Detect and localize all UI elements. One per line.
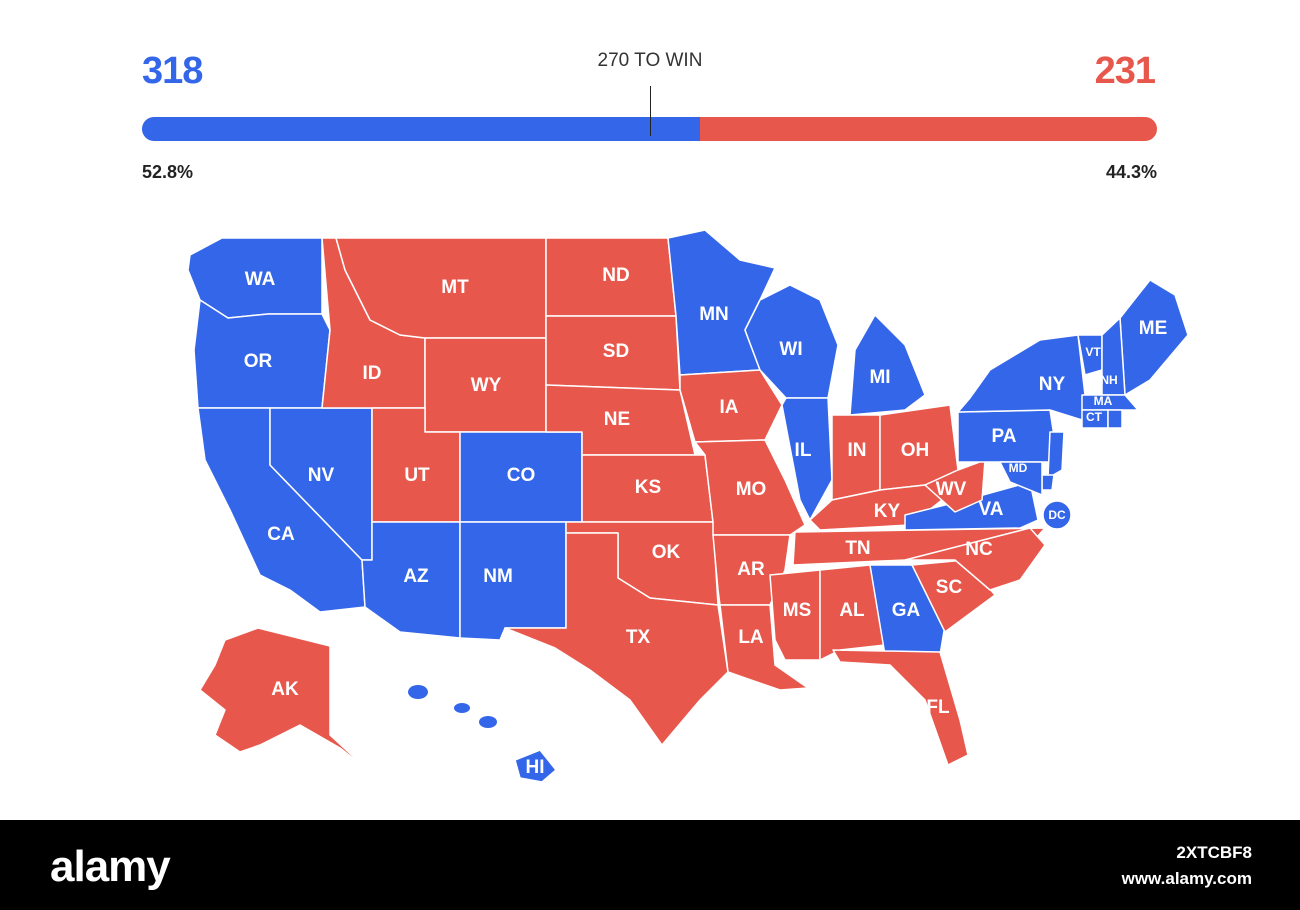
democratic-popular-vote: 52.8% — [142, 162, 194, 182]
state-label-ri: RI — [1110, 427, 1122, 441]
state-label-nc: NC — [965, 539, 993, 560]
state-label-nj: NJ — [1071, 458, 1086, 472]
state-label-pa: PA — [992, 426, 1017, 447]
state-label-md: MD — [1009, 461, 1028, 475]
state-label-mn: MN — [699, 304, 729, 325]
state-label-ga: GA — [892, 600, 921, 621]
state-label-ks: KS — [635, 477, 661, 498]
state-wi — [744, 284, 839, 399]
state-nm — [459, 521, 567, 641]
state-label-ut: UT — [404, 465, 430, 486]
state-label-nh: NH — [1100, 373, 1117, 387]
state-label-mt: MT — [441, 277, 469, 298]
state-label-ma: MA — [1094, 394, 1113, 408]
state-ri — [1107, 409, 1123, 429]
image-credit: 2XTCBF8 www.alamy.com — [1122, 840, 1252, 892]
state-label-dc: DC — [1048, 508, 1066, 522]
win-threshold-marker — [650, 86, 651, 136]
hawaii-island — [408, 685, 428, 699]
state-nj — [1047, 431, 1065, 479]
democratic-bar-segment — [142, 117, 701, 141]
us-electoral-map: WA OR CA NV ID MT WY UT AZ CO NM ND SD NE KS OK TX MN IA MO… — [187, 229, 1189, 783]
state-label-me: ME — [1139, 318, 1168, 339]
state-nc — [904, 527, 1046, 591]
state-label-va: VA — [979, 499, 1004, 520]
state-label-al: AL — [839, 600, 865, 621]
state-label-ct: CT — [1086, 410, 1103, 424]
state-label-la: LA — [738, 627, 764, 648]
state-ms — [769, 569, 821, 661]
state-wv — [924, 459, 986, 513]
democratic-electoral-votes: 318 — [142, 50, 203, 92]
state-label-ms: MS — [783, 600, 812, 621]
state-label-sc: SC — [936, 577, 963, 598]
state-sc — [911, 559, 996, 633]
republican-bar-segment — [700, 117, 1157, 141]
state-label-wi: WI — [779, 339, 802, 360]
state-label-hi: HI — [526, 757, 545, 778]
state-label-vt: VT — [1085, 345, 1101, 359]
state-label-in: IN — [848, 440, 867, 461]
state-label-nd: ND — [602, 265, 629, 286]
state-label-or: OR — [244, 351, 273, 372]
republican-electoral-votes: 231 — [1094, 50, 1156, 92]
state-md — [999, 461, 1043, 496]
state-label-ar: AR — [737, 559, 765, 580]
state-label-nv: NV — [308, 465, 335, 486]
state-label-mo: MO — [736, 479, 767, 500]
state-label-de: DE — [1054, 482, 1071, 496]
state-label-mi: MI — [869, 367, 890, 388]
state-label-wy: WY — [471, 375, 502, 396]
state-dc — [1042, 500, 1072, 530]
state-label-wv: WV — [936, 479, 967, 500]
state-label-ak: AK — [271, 679, 299, 700]
hawaii-island — [479, 716, 497, 728]
state-label-ca: CA — [267, 524, 295, 545]
state-label-az: AZ — [403, 566, 429, 587]
state-label-ok: OK — [652, 542, 681, 563]
state-label-ne: NE — [604, 409, 630, 430]
state-label-ky: KY — [874, 501, 901, 522]
state-label-tx: TX — [626, 627, 651, 648]
state-ny — [957, 334, 1086, 421]
state-label-wa: WA — [245, 269, 276, 290]
state-label-tn: TN — [845, 538, 870, 559]
state-label-nm: NM — [483, 566, 513, 587]
brand-logo: alamy — [50, 842, 171, 891]
footer-bar: alamy 2XTCBF8 www.alamy.com — [0, 820, 1300, 910]
state-mi — [849, 314, 926, 416]
state-label-fl: FL — [926, 697, 950, 718]
state-label-oh: OH — [901, 440, 930, 461]
state-de — [1041, 474, 1055, 491]
state-ma — [1081, 394, 1139, 411]
site-url: www.alamy.com — [1121, 869, 1252, 888]
state-fl — [832, 649, 969, 766]
state-hi — [514, 749, 557, 783]
image-id: 2XTCBF8 — [1176, 843, 1252, 862]
state-ga — [869, 564, 946, 656]
state-label-ny: NY — [1039, 374, 1066, 395]
state-tx — [504, 532, 729, 746]
state-label-il: IL — [795, 440, 812, 461]
state-label-co: CO — [507, 465, 536, 486]
electoral-vote-bar — [142, 117, 1157, 141]
state-ak — [199, 627, 369, 771]
hawaii-island — [454, 703, 470, 713]
state-al — [819, 564, 886, 661]
republican-popular-vote: 44.3% — [1105, 162, 1157, 182]
state-label-id: ID — [363, 363, 382, 384]
state-label-ia: IA — [720, 397, 739, 418]
state-la — [719, 604, 809, 691]
win-threshold-label: 270 TO WIN — [597, 50, 703, 71]
state-label-sd: SD — [603, 341, 629, 362]
